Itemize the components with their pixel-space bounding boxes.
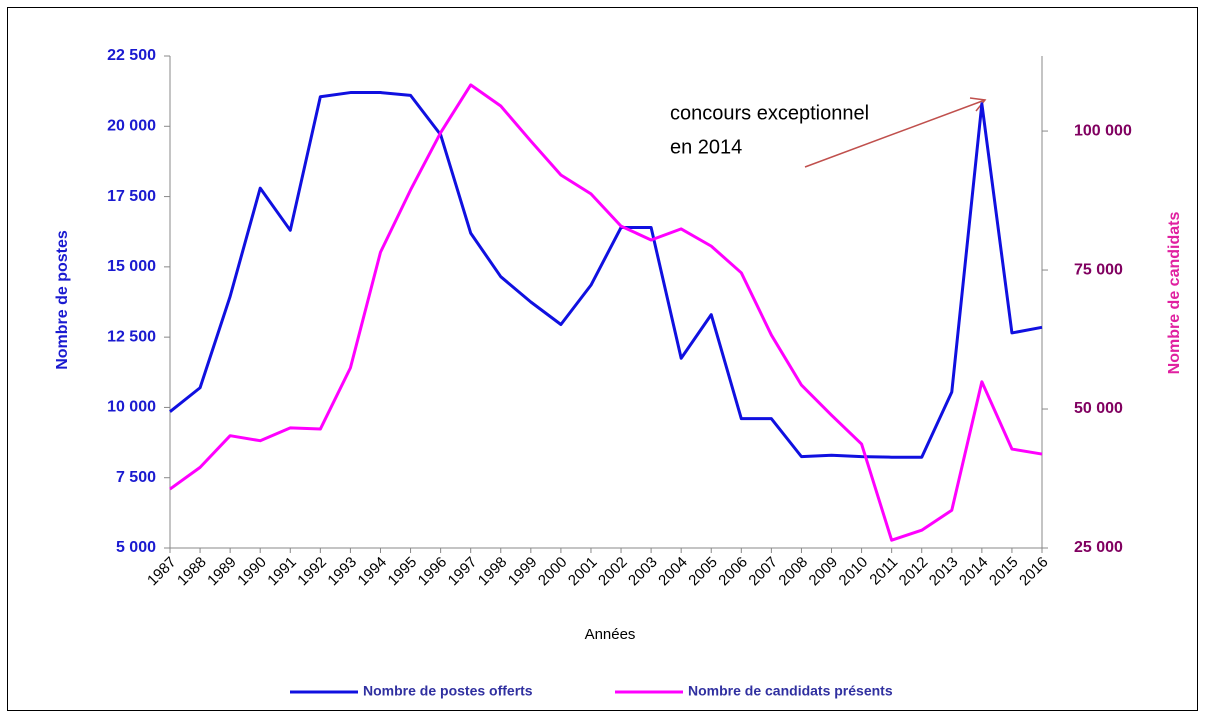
y2-axis-label: Nombre de candidats — [1166, 212, 1183, 375]
series-line — [169, 83, 1043, 542]
annotation: concours exceptionnel — [670, 102, 869, 124]
y-axis-label: Nombre de postes — [54, 230, 71, 370]
legend-label: Nombre de candidats présents — [688, 683, 893, 699]
chart-frame — [7, 7, 1198, 711]
y-tick-label: 22 500 — [107, 47, 156, 64]
series-line — [169, 91, 1043, 459]
y2-tick-label: 100 000 — [1074, 122, 1132, 139]
y2-tick-label: 75 000 — [1074, 261, 1123, 278]
y-tick-label: 20 000 — [107, 118, 156, 135]
y2-tick-label: 25 000 — [1074, 539, 1123, 556]
y-tick-label: 15 000 — [107, 258, 156, 275]
annotation-arrowhead — [969, 97, 987, 112]
x-axis-label: Années — [585, 626, 636, 643]
y2-tick-label: 50 000 — [1074, 400, 1123, 417]
y-tick-label: 10 000 — [107, 399, 156, 416]
annotation-arrow — [804, 99, 986, 168]
y-tick-label: 5 000 — [116, 539, 156, 556]
legend-label: Nombre de postes offerts — [363, 683, 533, 699]
y-tick-label: 17 500 — [107, 188, 156, 205]
y-tick-label: 12 500 — [107, 328, 156, 345]
annotation: en 2014 — [670, 136, 742, 158]
y-tick-label: 7 500 — [116, 469, 156, 486]
